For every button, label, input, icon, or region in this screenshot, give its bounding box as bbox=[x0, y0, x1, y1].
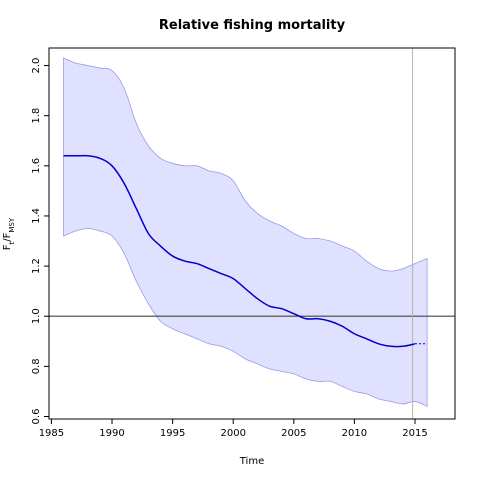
y-tick-label: 1.4 bbox=[31, 208, 42, 224]
estimate-line-layer bbox=[63, 154, 428, 348]
y-axis-label: Ft/FMSY bbox=[2, 217, 16, 250]
reference-lines-layer bbox=[49, 48, 455, 419]
x-tick-label: 2015 bbox=[402, 428, 427, 439]
y-tick-label: 0.6 bbox=[31, 409, 42, 425]
y-axis-label-main: F bbox=[2, 244, 13, 250]
y-axis-label-sep: /F bbox=[2, 232, 13, 241]
confidence-band bbox=[63, 57, 428, 408]
y-axis-label-sub2: MSY bbox=[8, 217, 16, 232]
x-tick-label: 1985 bbox=[39, 428, 64, 439]
y-tick-label: 1.0 bbox=[31, 308, 42, 324]
x-tick-label: 1990 bbox=[99, 428, 124, 439]
plot-frame bbox=[48, 47, 456, 420]
x-tick-label: 1995 bbox=[160, 428, 185, 439]
y-axis: 0.6 0.8 1.0 1.2 1.4 1.6 1.8 2.0 bbox=[31, 58, 49, 425]
x-tick-label: 2010 bbox=[342, 428, 367, 439]
y-tick-label: 1.8 bbox=[31, 108, 42, 124]
estimate-line bbox=[63, 154, 416, 348]
y-tick-label: 1.2 bbox=[31, 258, 42, 274]
x-axis: 1985 1990 1995 2000 2005 2010 2015 bbox=[39, 419, 428, 439]
y-tick-label: 1.6 bbox=[31, 158, 42, 174]
chart-title: Relative fishing mortality bbox=[159, 18, 346, 33]
y-tick-label: 2.0 bbox=[31, 58, 42, 74]
x-tick-label: 2000 bbox=[220, 428, 245, 439]
y-axis-label-sub1: t bbox=[8, 241, 16, 244]
y-tick-label: 0.8 bbox=[31, 358, 42, 374]
confidence-band-layer bbox=[63, 57, 428, 408]
x-axis-label: Time bbox=[239, 456, 264, 467]
x-tick-label: 2005 bbox=[281, 428, 306, 439]
